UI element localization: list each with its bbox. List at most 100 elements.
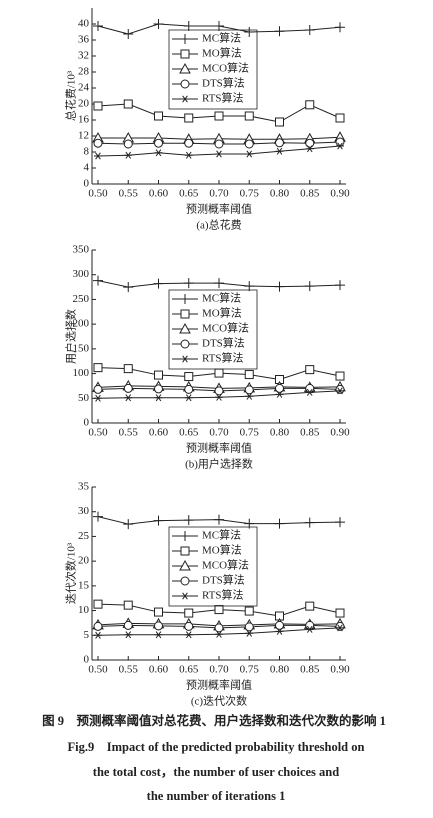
x-tick-label: 0.80 bbox=[270, 188, 290, 200]
legend-marker bbox=[180, 576, 190, 586]
y-axis-label: 用户选择数 bbox=[64, 309, 78, 364]
marker bbox=[244, 27, 255, 37]
y-tick-label: 10 bbox=[78, 604, 90, 616]
caption-en: the total cost，the number of user choice… bbox=[93, 765, 339, 779]
legend-label: DTS算法 bbox=[202, 76, 245, 90]
marker bbox=[336, 624, 344, 632]
marker bbox=[154, 111, 163, 121]
marker bbox=[335, 137, 345, 147]
legend-box bbox=[168, 289, 258, 370]
marker bbox=[93, 384, 103, 394]
y-tick-label: 0 bbox=[84, 178, 90, 190]
marker bbox=[335, 621, 345, 631]
marker bbox=[154, 621, 163, 631]
marker bbox=[245, 629, 254, 637]
marker bbox=[154, 149, 163, 157]
marker bbox=[335, 371, 345, 381]
x-tick-label: 0.90 bbox=[330, 427, 350, 439]
marker bbox=[305, 620, 315, 630]
marker bbox=[275, 383, 284, 393]
y-tick-label: 300 bbox=[73, 268, 90, 280]
legend-marker bbox=[181, 592, 189, 600]
y-tick-label: 40 bbox=[78, 18, 90, 30]
y-tick-label: 15 bbox=[78, 579, 90, 591]
y-tick-label: 0 bbox=[84, 654, 90, 666]
marker bbox=[154, 607, 163, 617]
marker bbox=[123, 282, 134, 293]
legend-label: RTS算法 bbox=[202, 588, 244, 602]
marker bbox=[154, 631, 163, 639]
x-tick-label: 0.85 bbox=[300, 664, 320, 676]
legend-marker bbox=[179, 559, 191, 571]
y-tick-label: 20 bbox=[78, 555, 90, 567]
legend-marker bbox=[180, 49, 190, 59]
marker bbox=[93, 511, 103, 522]
marker bbox=[184, 372, 194, 382]
legend-label: MCO算法 bbox=[202, 558, 249, 572]
legend-marker bbox=[180, 309, 190, 319]
marker bbox=[304, 281, 315, 292]
legend-marker bbox=[180, 339, 190, 349]
x-tick-label: 0.75 bbox=[240, 188, 260, 200]
x-tick-label: 0.60 bbox=[149, 188, 169, 200]
x-tick-label: 0.75 bbox=[240, 427, 260, 439]
marker bbox=[215, 150, 223, 158]
y-tick-label: 32 bbox=[78, 50, 89, 62]
legend-label: DTS算法 bbox=[202, 573, 245, 587]
legend-marker bbox=[180, 531, 190, 541]
marker bbox=[94, 152, 102, 160]
y-tick-label: 28 bbox=[78, 66, 90, 78]
marker bbox=[305, 601, 315, 611]
x-tick-label: 0.50 bbox=[88, 427, 108, 439]
y-tick-label: 35 bbox=[78, 481, 90, 493]
y-tick-label: 150 bbox=[73, 342, 90, 354]
marker bbox=[215, 393, 223, 401]
marker bbox=[335, 113, 345, 123]
marker bbox=[123, 364, 133, 374]
y-tick-label: 36 bbox=[78, 34, 90, 46]
marker bbox=[214, 111, 224, 121]
x-tick-label: 0.70 bbox=[209, 664, 229, 676]
marker bbox=[245, 150, 254, 158]
x-tick-label: 0.65 bbox=[179, 188, 199, 200]
caption-en: the number of iterations 1 bbox=[147, 789, 286, 803]
marker bbox=[305, 100, 315, 110]
marker bbox=[244, 281, 255, 292]
marker bbox=[305, 145, 314, 153]
marker bbox=[245, 392, 254, 400]
caption-en: Fig.9 Impact of the predicted probabilit… bbox=[68, 740, 365, 754]
y-axis-label: 迭代次数/10³ bbox=[64, 542, 78, 604]
marker bbox=[124, 631, 133, 639]
marker bbox=[275, 147, 284, 155]
y-tick-label: 24 bbox=[78, 82, 90, 94]
marker bbox=[123, 600, 133, 610]
y-tick-label: 16 bbox=[78, 114, 90, 126]
marker bbox=[215, 630, 223, 638]
marker bbox=[274, 518, 285, 529]
marker bbox=[244, 385, 254, 395]
marker bbox=[184, 151, 193, 159]
marker bbox=[305, 388, 314, 396]
x-tick-label: 0.65 bbox=[179, 427, 199, 439]
marker bbox=[183, 278, 194, 289]
marker bbox=[214, 605, 224, 615]
legend-label: MCO算法 bbox=[202, 321, 249, 335]
x-tick-label: 0.75 bbox=[240, 664, 260, 676]
marker bbox=[335, 517, 345, 528]
marker bbox=[123, 99, 133, 109]
marker bbox=[244, 139, 254, 149]
marker bbox=[305, 383, 315, 393]
marker bbox=[94, 631, 102, 639]
legend-label: RTS算法 bbox=[202, 91, 244, 105]
x-tick-label: 0.70 bbox=[209, 188, 229, 200]
marker bbox=[214, 21, 224, 31]
marker bbox=[305, 365, 315, 375]
legend-marker bbox=[179, 322, 191, 334]
marker bbox=[335, 280, 345, 291]
marker bbox=[153, 278, 164, 289]
marker bbox=[184, 394, 193, 402]
marker bbox=[336, 142, 344, 150]
marker bbox=[305, 625, 314, 633]
legend-marker bbox=[181, 95, 189, 103]
